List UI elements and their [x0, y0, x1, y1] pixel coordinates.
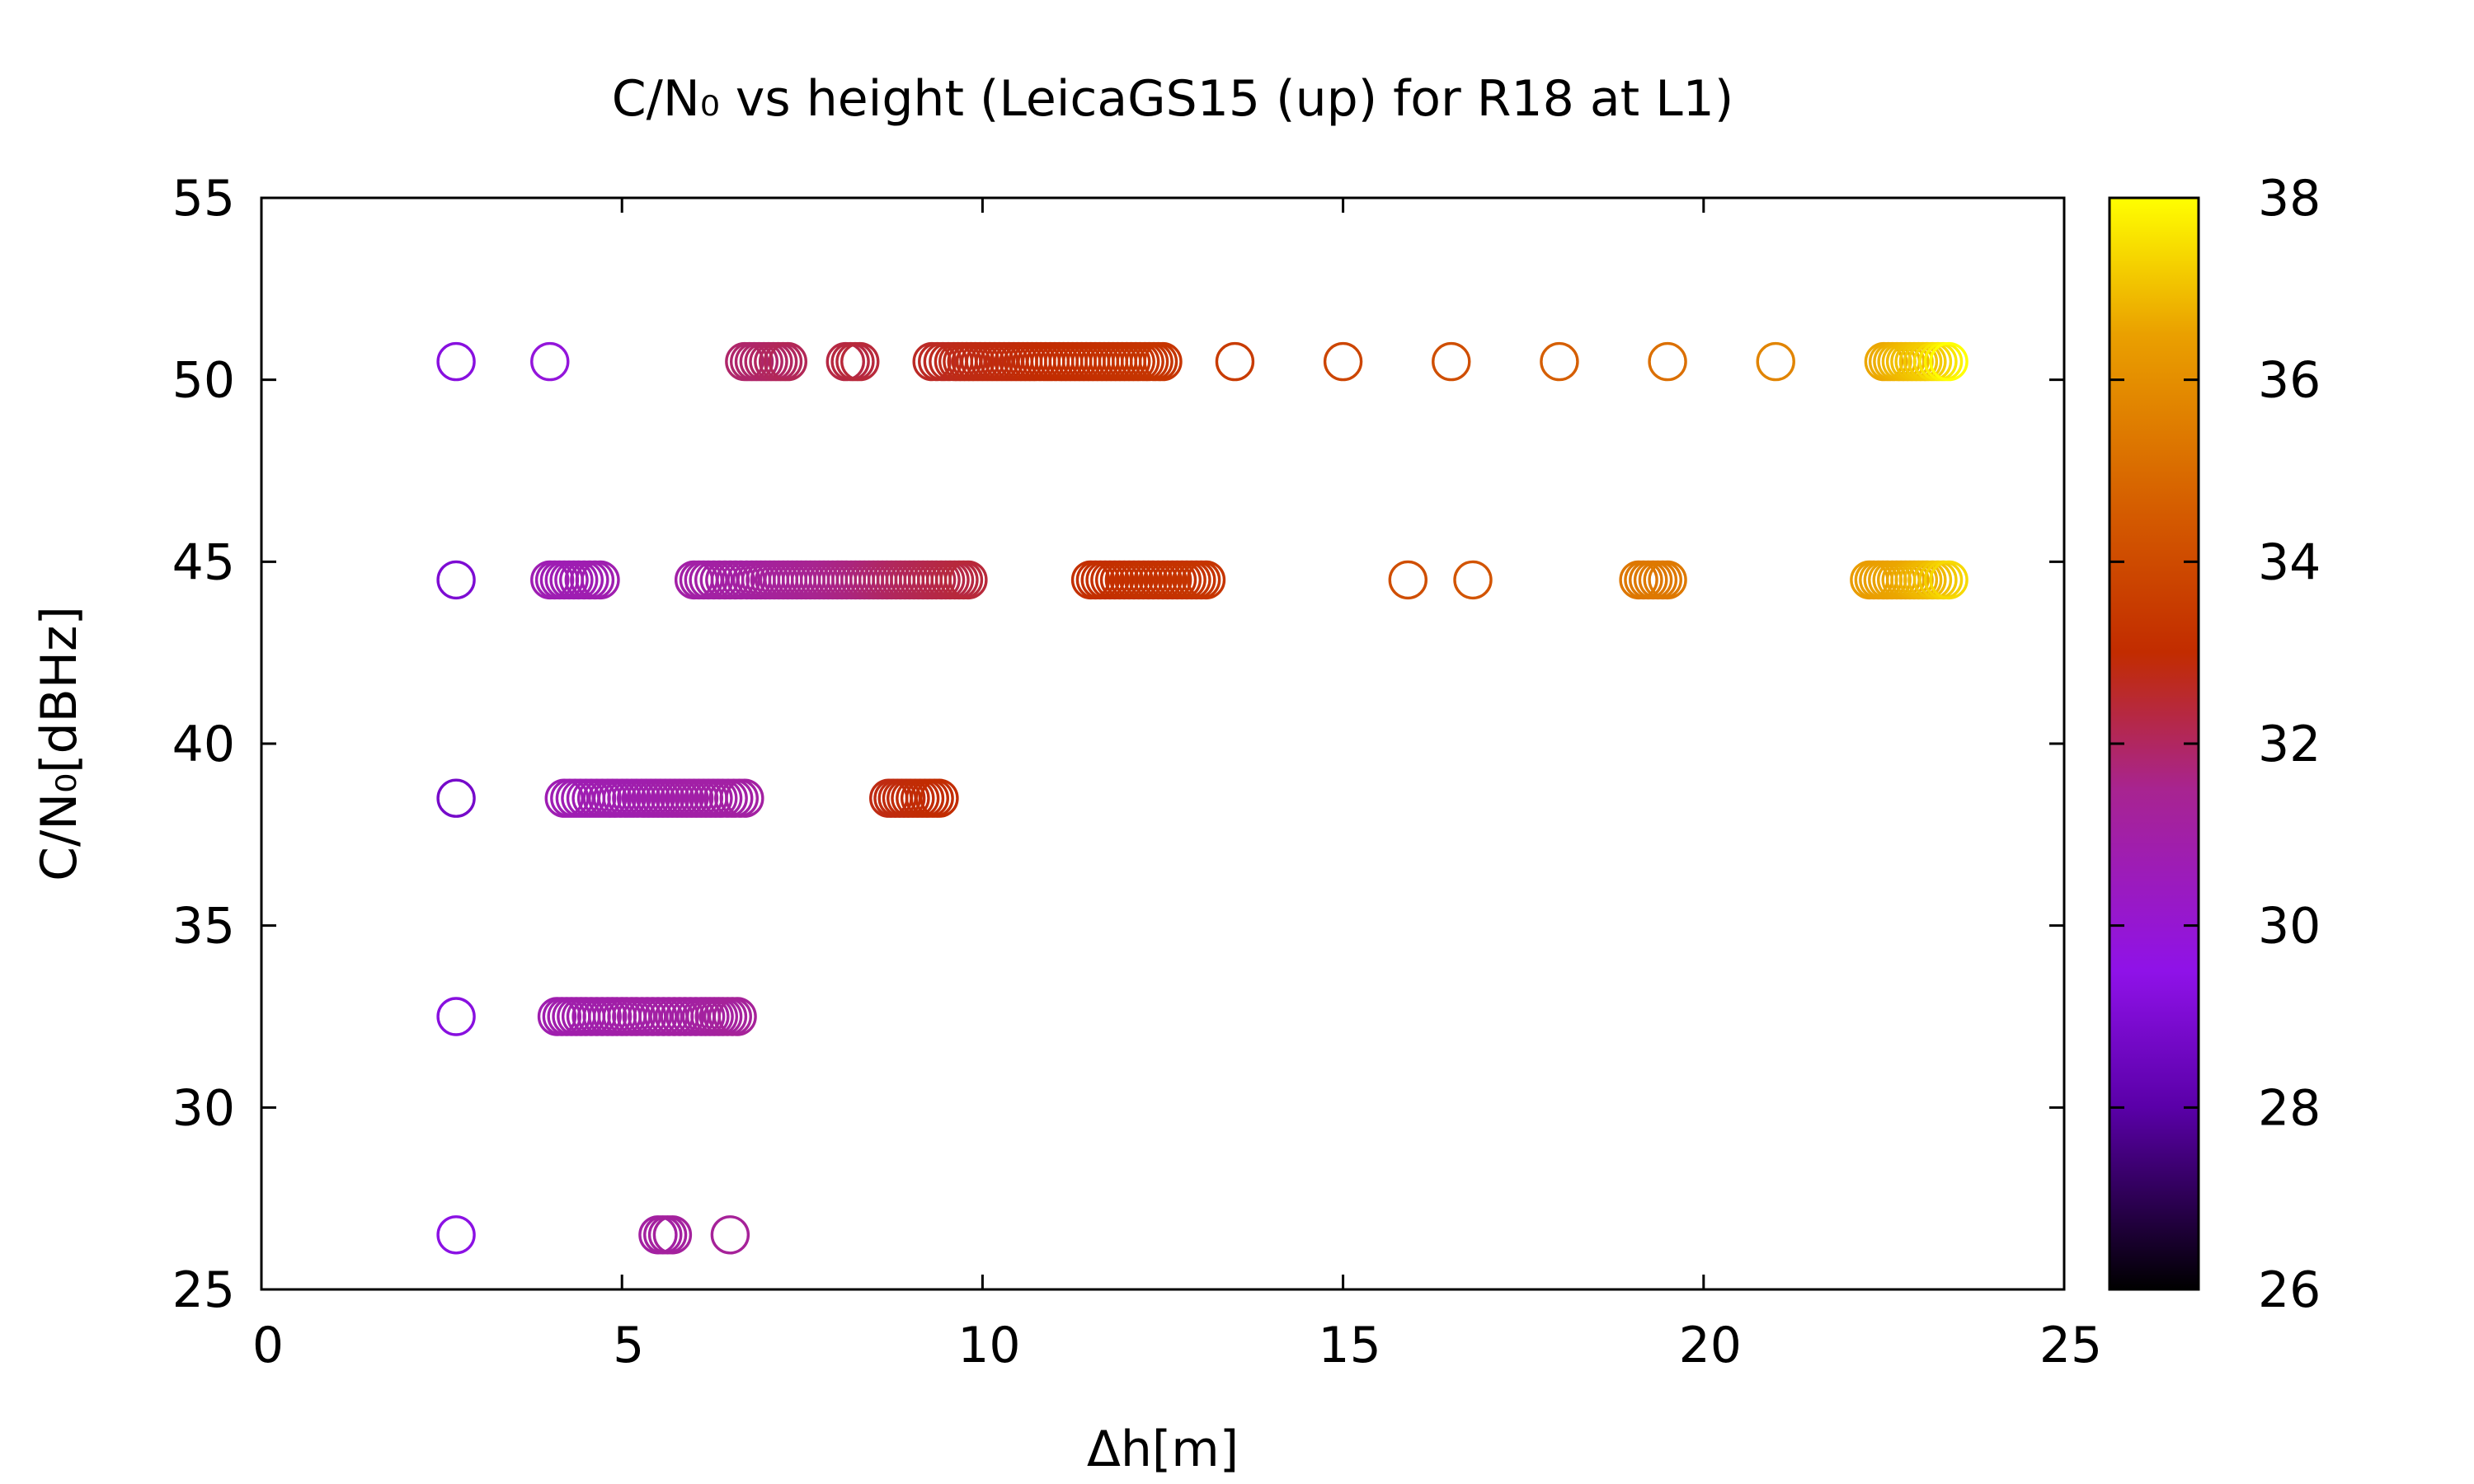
x-tick-label: 5	[613, 1317, 644, 1374]
y-axis: 25 30 35 40 45 50 55	[172, 170, 2064, 1319]
x-axis-label: Δh[m]	[1087, 1421, 1239, 1478]
data-point	[1143, 341, 1183, 382]
data-point	[1215, 341, 1255, 382]
data-points	[436, 341, 1968, 1255]
colorbar-tick-label: 28	[2258, 1079, 2321, 1137]
x-tick-label: 0	[252, 1317, 284, 1374]
data-point	[436, 341, 476, 382]
data-point	[436, 997, 476, 1036]
colorbar-tick-label: 30	[2258, 898, 2321, 956]
data-point	[948, 560, 988, 600]
data-point	[1929, 560, 1968, 600]
chart-title: C/N₀ vs height (LeicaGS15 (up) for R18 a…	[612, 70, 1733, 128]
data-point	[768, 341, 808, 382]
x-tick-label: 20	[1679, 1317, 1742, 1374]
data-point	[1648, 341, 1687, 382]
data-point	[1929, 341, 1968, 382]
data-point	[1540, 341, 1579, 382]
data-point	[840, 341, 880, 382]
x-tick-label: 15	[1318, 1317, 1380, 1374]
data-point	[710, 1215, 750, 1255]
colorbar-tick-label: 26	[2258, 1261, 2321, 1319]
data-point	[725, 778, 764, 818]
y-tick-label: 45	[172, 533, 235, 591]
data-point	[436, 1215, 476, 1255]
y-tick-label: 30	[172, 1079, 235, 1137]
colorbar-tick-label: 34	[2258, 533, 2321, 591]
data-point	[920, 778, 959, 818]
colorbar-axis: 26 28 30 32 34 36 38	[2109, 170, 2321, 1319]
y-tick-label: 40	[172, 716, 235, 773]
data-point	[1388, 560, 1427, 600]
y-axis-label: C/N₀[dBHz]	[31, 606, 88, 881]
y-tick-label: 35	[172, 898, 235, 956]
y-tick-label: 25	[172, 1261, 235, 1319]
colorbar-tick-label: 32	[2258, 716, 2321, 773]
x-tick-label: 10	[957, 1317, 1020, 1374]
data-point	[581, 560, 620, 600]
x-axis: 0 5 10 15 20 25	[252, 198, 2102, 1374]
data-point	[1186, 560, 1226, 600]
data-point	[717, 997, 757, 1036]
y-tick-label: 50	[172, 352, 235, 410]
data-point	[530, 341, 570, 382]
data-point	[1648, 560, 1687, 600]
data-point	[1453, 560, 1493, 600]
data-point	[436, 778, 476, 818]
data-point	[1323, 341, 1363, 382]
data-point	[436, 560, 476, 600]
x-tick-label: 25	[2039, 1317, 2102, 1374]
data-point	[1756, 341, 1795, 382]
data-point	[1432, 341, 1471, 382]
colorbar-tick-label: 38	[2258, 170, 2321, 228]
y-tick-label: 55	[172, 170, 235, 228]
data-point	[652, 1215, 693, 1255]
colorbar-tick-label: 36	[2258, 352, 2321, 410]
